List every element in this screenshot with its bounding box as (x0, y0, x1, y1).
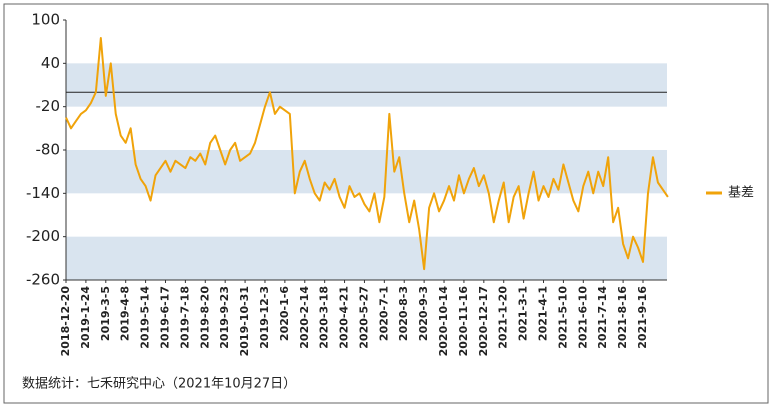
x-tick-label: 2019-6-17 (158, 286, 171, 349)
band (66, 63, 667, 107)
data-line (65, 37, 669, 271)
x-tick-label: 2019-1-24 (79, 286, 92, 349)
x-tick-label: 2019-3-5 (99, 286, 112, 341)
x-tick-label: 2021-1-20 (497, 286, 510, 349)
x-tick-label: 2021-5-10 (556, 286, 569, 349)
x-tick-label: 2021-6-10 (576, 286, 589, 349)
frame (3, 3, 769, 404)
x-tick-label: 2020-3-18 (318, 286, 331, 349)
y-tick-label: -20 (36, 97, 61, 115)
band (66, 236, 667, 280)
x-tick-label: 2021-8-16 (616, 286, 629, 349)
x-tick-label: 2020-10-14 (437, 286, 450, 357)
band (66, 150, 667, 194)
y-tick-label: 100 (31, 11, 60, 29)
x-tick-label: 2019-10-31 (238, 286, 251, 356)
x-tick-label: 2021-9-16 (636, 286, 649, 349)
y-tick-label: -260 (26, 271, 60, 289)
x-tick-label: 2019-5-14 (139, 286, 152, 349)
footer: 数据统计：七禾研究中心（2021年10月27日） (22, 377, 296, 392)
x-tick-label: 2019-8-20 (198, 286, 211, 349)
x-tick-label: 2020-7-1 (377, 286, 390, 341)
x-tick-label: 2020-9-3 (417, 286, 430, 341)
x-tick-label: 2021-7-14 (596, 286, 609, 349)
x-tick-label: 2019-9-23 (218, 286, 231, 349)
x-tick-label: 2021-3-1 (517, 286, 530, 341)
y-tick-label: 40 (41, 54, 60, 72)
x-tick-label: 2018-12-20 (59, 286, 72, 357)
x-tick-label: 2021-4-1 (537, 286, 550, 341)
x-tick-label: 2019-12-3 (258, 286, 271, 349)
y-tick-label: -80 (36, 141, 61, 159)
x-tick-label: 2020-1-6 (278, 286, 291, 341)
x-tick-label: 2020-4-21 (338, 286, 351, 349)
x-tick-label: 2020-11-16 (457, 286, 470, 357)
x-tick-label: 2020-5-27 (357, 286, 370, 349)
x-tick-label: 2019-7-18 (178, 286, 191, 349)
x-tick-label: 2019-4-8 (119, 286, 132, 341)
x-tick-label: 2020-2-14 (298, 286, 311, 349)
y-tick-label: -140 (26, 184, 60, 202)
x-tick-label: 2020-12-17 (477, 286, 490, 356)
legend-label: 基差 (728, 186, 754, 201)
y-tick-label: -200 (26, 227, 60, 245)
x-tick-label: 2020-8-3 (397, 286, 410, 341)
